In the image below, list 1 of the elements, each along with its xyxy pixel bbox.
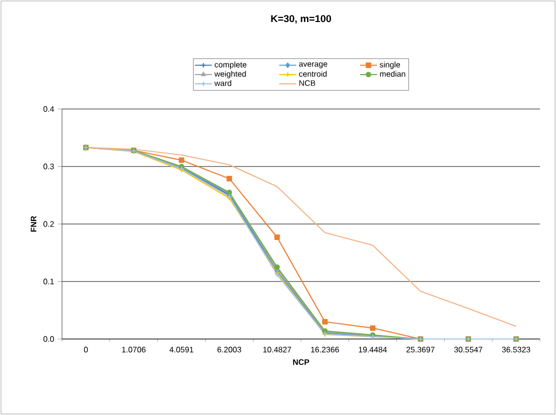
chart-title: K=30, m=100: [271, 15, 332, 24]
